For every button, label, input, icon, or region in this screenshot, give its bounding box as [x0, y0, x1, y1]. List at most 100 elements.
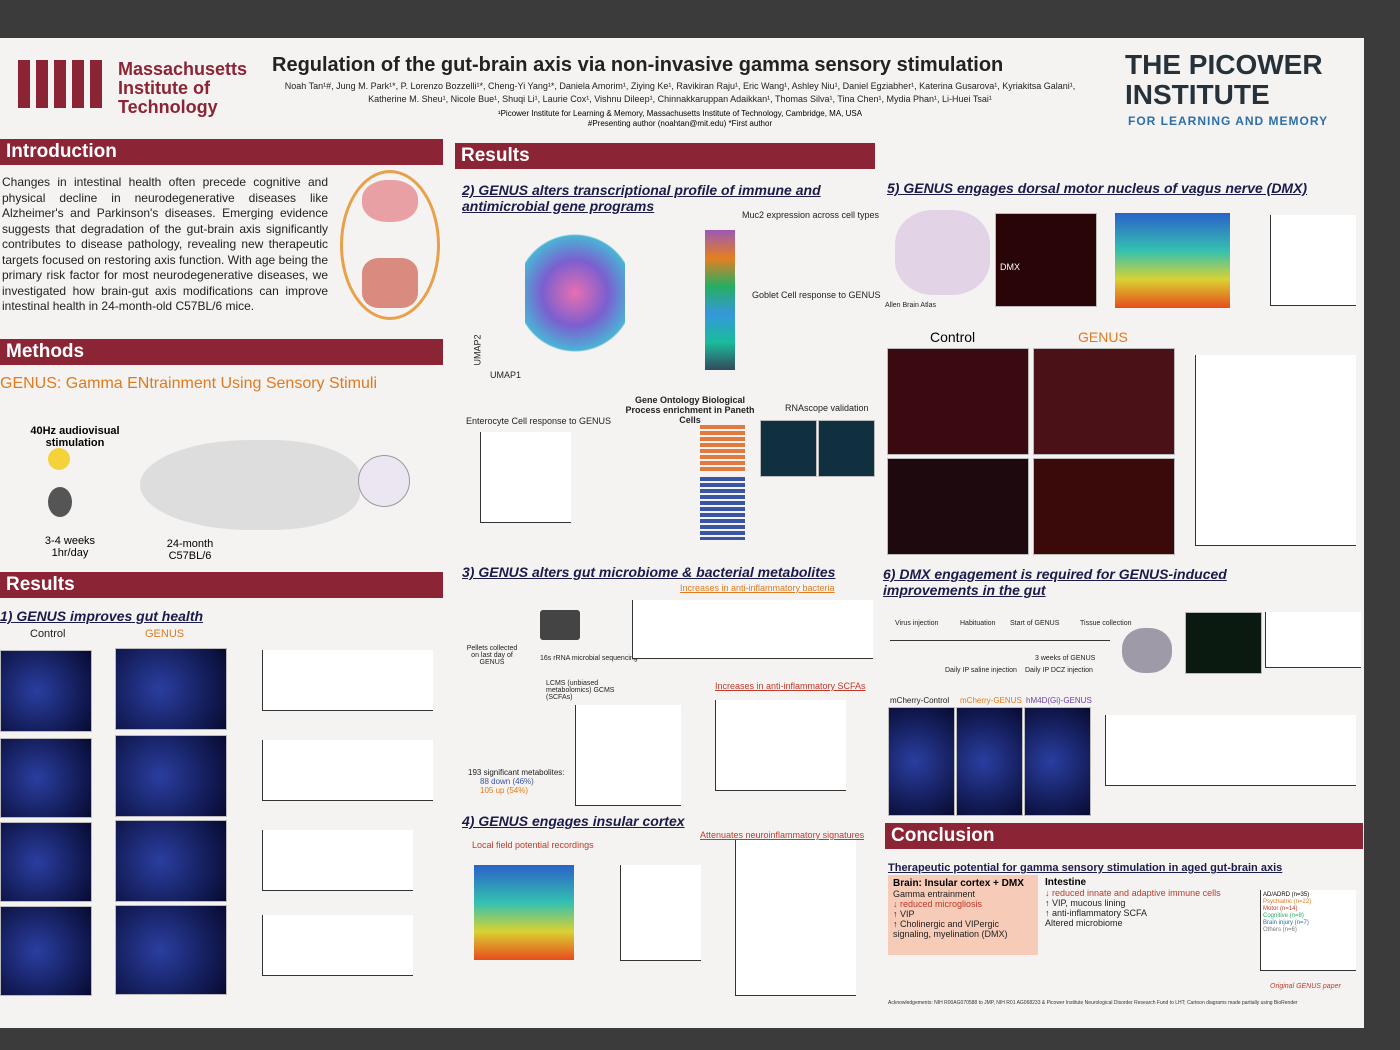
- spectrogram: [1115, 213, 1230, 308]
- box-item: ↓ reduced innate and adaptive immune cel…: [1045, 888, 1221, 898]
- bar-chart-panel: [262, 915, 413, 976]
- intro-cycle: [340, 170, 440, 320]
- micrograph: [115, 905, 227, 995]
- title: Regulation of the gut-brain axis via non…: [272, 54, 1004, 76]
- micrograph: [887, 458, 1029, 555]
- micrograph: [818, 420, 875, 477]
- method-label: 16s rRNA microbial sequencing: [540, 655, 638, 662]
- bar-chart-panel: [262, 650, 433, 711]
- micrograph: [115, 735, 227, 817]
- box-item: ↑ anti-inflammatory SCFA: [1045, 908, 1148, 918]
- micrograph: [995, 213, 1097, 307]
- mouse-label: 24-month C57BL/6: [166, 538, 214, 562]
- affiliation: ¹Picower Institute for Learning & Memory…: [497, 109, 863, 118]
- gut-icon: [362, 258, 418, 308]
- panel-label: Gene Ontology Biological Process enrichm…: [625, 395, 755, 425]
- micrograph: [115, 820, 227, 902]
- section-bar: Introduction: [0, 139, 443, 165]
- mouse-icon: [1122, 628, 1172, 673]
- legend-entry: Others (n=6): [1263, 927, 1297, 933]
- micrograph: [1033, 348, 1175, 455]
- brain-box: Brain: Insular cortex + DMX Gamma entrai…: [888, 875, 1038, 955]
- panel-label: 193 significant metabolites:: [468, 768, 565, 777]
- mouse-illustration: [140, 440, 360, 530]
- mit-line: Massachusetts: [118, 59, 248, 79]
- power-plot: [620, 865, 701, 961]
- group-label: Control: [30, 628, 66, 640]
- box-item: ↓ reduced microgliosis: [893, 899, 983, 909]
- duration: 3-4 weeks 1hr/day: [44, 535, 96, 559]
- group-label: mCherry-Control: [890, 696, 950, 705]
- timeline-note: 3 weeks of GENUS: [1035, 655, 1096, 662]
- panel-label: 105 up (54%): [480, 786, 529, 795]
- micrograph: [0, 738, 92, 818]
- section-title: 4) GENUS engages insular cortex: [462, 813, 685, 829]
- trials-note: Original GENUS paper: [1270, 983, 1341, 990]
- legend-entry: AD/ADRD (n=35): [1263, 892, 1310, 898]
- box-item: Altered microbiome: [1045, 918, 1123, 928]
- axis-label: UMAP2: [472, 334, 483, 366]
- section-bar: Methods: [0, 339, 443, 365]
- section-bar: Results: [455, 143, 875, 169]
- section-bar: Results: [0, 572, 443, 598]
- section-bar: Conclusion: [885, 823, 1363, 849]
- intestine-box: Intestine ↓ reduced innate and adaptive …: [1045, 877, 1235, 928]
- bar-chart-panel: [1195, 355, 1356, 546]
- panel-label: Increases in anti-inflammatory bacteria: [680, 583, 835, 593]
- timeline: [890, 640, 1110, 641]
- micrograph: [887, 348, 1029, 455]
- trace-plot: [1265, 612, 1361, 668]
- box-item: Gamma entrainment: [893, 889, 976, 899]
- trials-chart: [1260, 890, 1356, 971]
- box-item: ↑ VIP: [893, 909, 915, 919]
- axis-label: UMAP1: [490, 370, 522, 380]
- section-title: 3) GENUS alters gut microbiome & bacteri…: [462, 564, 836, 580]
- box-title: Intestine: [1045, 877, 1087, 888]
- timeline-step: Tissue collection: [1080, 620, 1132, 627]
- brain-icon: [362, 180, 418, 222]
- panel-label: RNAscope validation: [785, 403, 869, 413]
- sequencer-icon: [540, 610, 580, 640]
- authors: Noah Tan¹#, Jung M. Park¹*, P. Lorenzo B…: [284, 81, 1076, 104]
- box-title: Brain: Insular cortex + DMX: [893, 878, 1024, 889]
- speaker-icon: [48, 487, 72, 517]
- micrograph: [115, 648, 227, 730]
- micrograph: [0, 822, 92, 902]
- picower-line: THE PICOWER: [1125, 49, 1323, 80]
- box-item: ↑ VIP, mucous lining: [1045, 898, 1126, 908]
- trials-legend: AD/ADRD (n=35) Psychiatric (n=22) Motor …: [1263, 892, 1311, 934]
- micrograph: [1024, 707, 1091, 816]
- group-label: GENUS: [1078, 329, 1128, 345]
- acknowledgements: Acknowledgements: NIH R00AG070588 to JMP…: [888, 1000, 1298, 1006]
- legend-entry: Cognitive (n=8): [1263, 913, 1304, 919]
- panel-label: Allen Brain Atlas: [885, 302, 936, 309]
- method-label: Pellets collected on last day of GENUS: [466, 645, 518, 666]
- method-label: LCMS (unbiased metabolomics) GCMS (SCFAs…: [546, 680, 615, 701]
- bar-chart-panel: [715, 700, 846, 791]
- notes: #Presenting author (noahtan@mit.edu) *Fi…: [587, 119, 773, 128]
- conclusion-subtitle: Therapeutic potential for gamma sensory …: [888, 862, 1283, 874]
- volcano-plot: [575, 705, 681, 806]
- panel-label: Increases in anti-inflammatory SCFAs: [715, 681, 866, 691]
- picower-sub: FOR LEARNING AND MEMORY: [1128, 114, 1329, 128]
- bar-chart-panel: [632, 600, 873, 659]
- micrograph: [760, 420, 817, 477]
- mit-logo: [18, 60, 108, 108]
- micrograph: [888, 707, 955, 816]
- stim-label: 40Hz audiovisual stimulation: [30, 425, 120, 449]
- panel-label: DMX: [1000, 262, 1020, 272]
- panel-label: Local field potential recordings: [472, 840, 594, 850]
- timeline-note: Daily IP DCZ injection: [1025, 667, 1093, 674]
- legend-entry: Brain injury (n=7): [1263, 920, 1309, 926]
- spectrogram: [474, 865, 574, 960]
- picower-logo: THE PICOWER INSTITUTE: [1125, 50, 1323, 110]
- timeline-step: Start of GENUS: [1010, 620, 1060, 627]
- group-label: GENUS: [145, 628, 185, 640]
- section-title: 5) GENUS engages dorsal motor nucleus of…: [887, 180, 1308, 196]
- mit-line: Institute of: [118, 78, 210, 98]
- legend-entry: Motor (n=14): [1263, 906, 1298, 912]
- proportion-bar: [705, 230, 735, 370]
- micrograph: [1185, 612, 1262, 674]
